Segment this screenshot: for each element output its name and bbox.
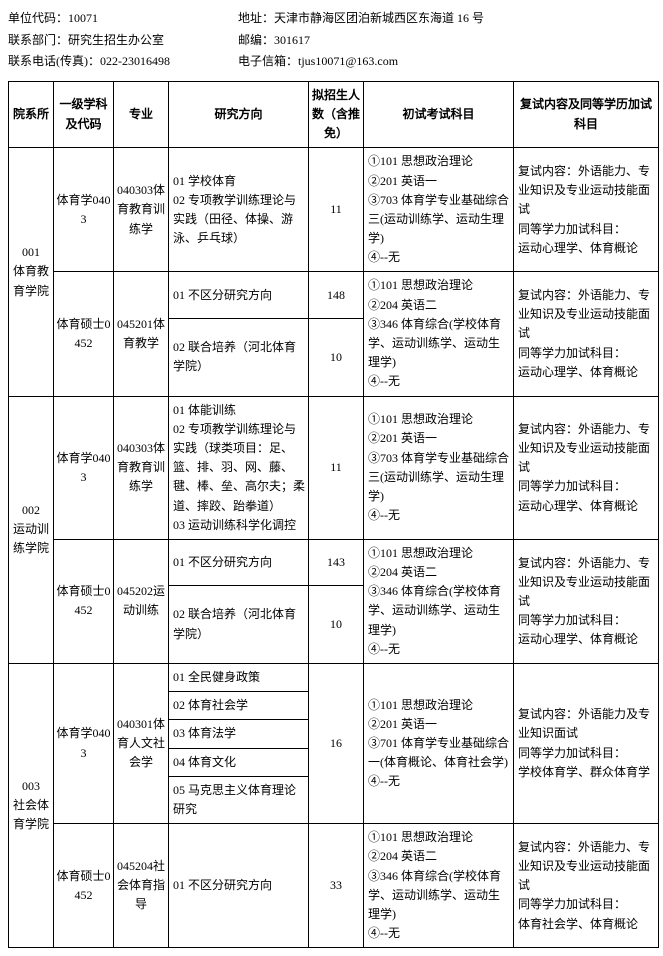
cell-dept: 002运动训练学院 <box>9 396 54 663</box>
cell-level1: 体育硕士0452 <box>54 272 114 396</box>
cell-exam: ①101 思想政治理论②204 英语二③346 体育综合(学校体育学、运动训练学… <box>364 824 514 948</box>
address: 天津市静海区团泊新城西区东海道 16 号 <box>274 11 484 25</box>
th-level1: 一级学科及代码 <box>54 81 114 148</box>
th-dept: 院系所 <box>9 81 54 148</box>
address-label: 地址： <box>238 11 274 25</box>
cell-major: 040303体育教育训练学 <box>114 148 169 272</box>
cell-direction: 01 不区分研究方向 <box>169 272 309 318</box>
cell-major: 045202运动训练 <box>114 539 169 663</box>
table-row: 体育硕士0452 045201体育教学 01 不区分研究方向 148 ①101 … <box>9 272 659 318</box>
cell-major: 040303体育教育训练学 <box>114 396 169 539</box>
cell-major: 045204社会体育指导 <box>114 824 169 948</box>
cell-level1: 体育硕士0452 <box>54 824 114 948</box>
cell-exam: ①101 思想政治理论②204 英语二③346 体育综合(学校体育学、运动训练学… <box>364 539 514 663</box>
cell-direction: 01 全民健身政策 <box>169 664 309 692</box>
cell-direction: 02 联合培养（河北体育学院） <box>169 318 309 396</box>
cell-exam: ①101 思想政治理论②201 英语一③703 体育学专业基础综合三(运动训练学… <box>364 148 514 272</box>
contact-dept-label: 联系部门： <box>8 33 68 47</box>
cell-retest: 复试内容：外语能力、专业知识及专业运动技能面试同等学力加试科目：运动心理学、体育… <box>514 539 659 663</box>
cell-direction: 01 不区分研究方向 <box>169 824 309 948</box>
cell-retest: 复试内容：外语能力、专业知识及专业运动技能面试同等学力加试科目：运动心理学、体育… <box>514 272 659 396</box>
th-retest: 复试内容及同等学历加试科目 <box>514 81 659 148</box>
unit-code-label: 单位代码： <box>8 11 68 25</box>
cell-num: 148 <box>309 272 364 318</box>
cell-level1: 体育学0403 <box>54 664 114 824</box>
email-label: 电子信箱： <box>238 54 298 68</box>
th-direction: 研究方向 <box>169 81 309 148</box>
phone: 022-23016498 <box>100 54 170 68</box>
cell-retest: 复试内容：外语能力、专业知识及专业运动技能面试同等学力加试科目：体育社会学、体育… <box>514 824 659 948</box>
th-exam: 初试考试科目 <box>364 81 514 148</box>
cell-num: 16 <box>309 664 364 824</box>
cell-level1: 体育学0403 <box>54 396 114 539</box>
cell-direction: 01 体能训练02 专项教学训练理论与实践（球类项目：足、篮、排、羽、网、藤、毽… <box>169 396 309 539</box>
cell-major: 040301体育人文社会学 <box>114 664 169 824</box>
admissions-table: 院系所 一级学科及代码 专业 研究方向 拟招生人数（含推免） 初试考试科目 复试… <box>8 81 659 949</box>
cell-dept: 003社会体育学院 <box>9 664 54 948</box>
cell-direction: 01 不区分研究方向 <box>169 539 309 585</box>
header-block: 单位代码：10071 地址：天津市静海区团泊新城西区东海道 16 号 联系部门：… <box>8 8 655 73</box>
table-row: 001体育教育学院 体育学0403 040303体育教育训练学 01 学校体育0… <box>9 148 659 272</box>
email: tjus10071@163.com <box>298 54 398 68</box>
th-major: 专业 <box>114 81 169 148</box>
cell-direction: 03 体育法学 <box>169 720 309 748</box>
table-row: 002运动训练学院 体育学0403 040303体育教育训练学 01 体能训练0… <box>9 396 659 539</box>
table-row: 体育硕士0452 045204社会体育指导 01 不区分研究方向 33 ①101… <box>9 824 659 948</box>
cell-exam: ①101 思想政治理论②201 英语一③701 体育学专业基础综合一(体育概论、… <box>364 664 514 824</box>
cell-direction: 02 体育社会学 <box>169 692 309 720</box>
cell-num: 11 <box>309 148 364 272</box>
cell-major: 045201体育教学 <box>114 272 169 396</box>
th-num: 拟招生人数（含推免） <box>309 81 364 148</box>
cell-num: 10 <box>309 586 364 664</box>
table-row: 003社会体育学院 体育学0403 040301体育人文社会学 01 全民健身政… <box>9 664 659 692</box>
unit-code: 10071 <box>68 11 98 25</box>
contact-dept: 研究生招生办公室 <box>68 33 164 47</box>
cell-exam: ①101 思想政治理论②204 英语二③346 体育综合(学校体育学、运动训练学… <box>364 272 514 396</box>
cell-exam: ①101 思想政治理论②201 英语一③703 体育学专业基础综合三(运动训练学… <box>364 396 514 539</box>
phone-label: 联系电话(传真)： <box>8 54 100 68</box>
cell-num: 143 <box>309 539 364 585</box>
cell-level1: 体育学0403 <box>54 148 114 272</box>
table-row: 体育硕士0452 045202运动训练 01 不区分研究方向 143 ①101 … <box>9 539 659 585</box>
cell-level1: 体育硕士0452 <box>54 539 114 663</box>
postcode: 301617 <box>274 33 310 47</box>
cell-retest: 复试内容：外语能力、专业知识及专业运动技能面试同等学力加试科目：运动心理学、体育… <box>514 148 659 272</box>
cell-retest: 复试内容：外语能力及专业知识面试同等学力加试科目：学校体育学、群众体育学 <box>514 664 659 824</box>
cell-retest: 复试内容：外语能力、专业知识及专业运动技能面试同等学力加试科目：运动心理学、体育… <box>514 396 659 539</box>
cell-direction: 01 学校体育02 专项教学训练理论与实践（田径、体操、游泳、乒乓球） <box>169 148 309 272</box>
postcode-label: 邮编： <box>238 33 274 47</box>
cell-direction: 04 体育文化 <box>169 748 309 776</box>
cell-num: 33 <box>309 824 364 948</box>
cell-num: 10 <box>309 318 364 396</box>
cell-num: 11 <box>309 396 364 539</box>
cell-direction: 02 联合培养（河北体育学院） <box>169 586 309 664</box>
cell-dept: 001体育教育学院 <box>9 148 54 396</box>
